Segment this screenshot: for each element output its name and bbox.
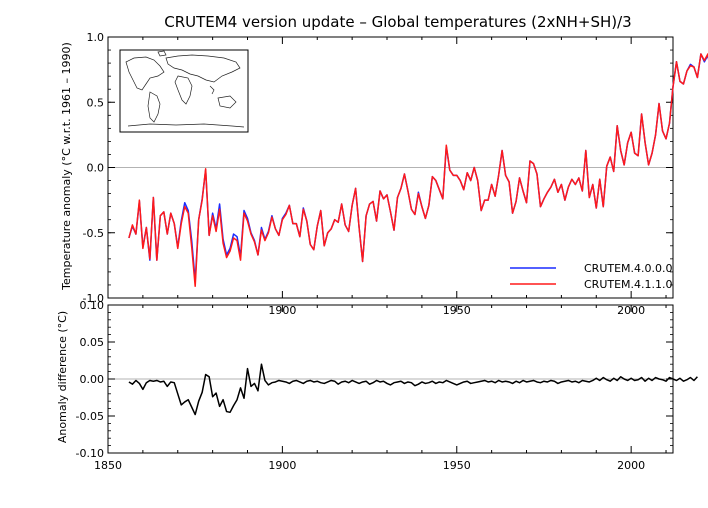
bottom-ytick-label: -0.10 [76, 447, 104, 460]
world-map-inset [119, 49, 249, 133]
bottom-xtick-label: 2000 [617, 459, 645, 472]
top-ytick-label: 1.0 [87, 31, 105, 44]
top-ylabel: Temperature anomaly (°C w.r.t. 1961 – 19… [60, 42, 73, 291]
top-ytick-label: 0.0 [87, 162, 105, 175]
legend: CRUTEM.4.0.0.0 CRUTEM.4.1.1.0 [510, 262, 673, 291]
bottom-ytick-label: -0.05 [76, 410, 104, 423]
legend-label-crutem-4110: CRUTEM.4.1.1.0 [584, 278, 673, 291]
bottom-xtick-label: 1850 [94, 459, 122, 472]
bottom-ytick-label: 0.00 [80, 373, 105, 386]
bottom-xtick-label: 1950 [443, 459, 471, 472]
top-series-line-2 [128, 53, 708, 287]
bottom-ytick-label: 0.10 [80, 299, 105, 312]
dynamic-layer: -1.0 -0.5 0.0 0.5 1.0 1900 1950 2000 -0.10 -0.05 0… [76, 31, 708, 472]
top-ytick-label: -0.5 [83, 227, 104, 240]
bottom-series-line-1 [128, 363, 698, 416]
bottom-ylabel: Anomaly difference (°C) [56, 311, 69, 443]
top-ytick-label: 0.5 [87, 96, 105, 109]
legend-label-crutem-4000: CRUTEM.4.0.0.0 [584, 262, 673, 275]
chart-title: CRUTEM4 version update – Global temperat… [164, 13, 631, 31]
bottom-xtick-label: 1900 [268, 459, 296, 472]
top-ytick-label: -1.0 [83, 292, 104, 305]
bottom-ytick-label: 0.05 [80, 336, 105, 349]
